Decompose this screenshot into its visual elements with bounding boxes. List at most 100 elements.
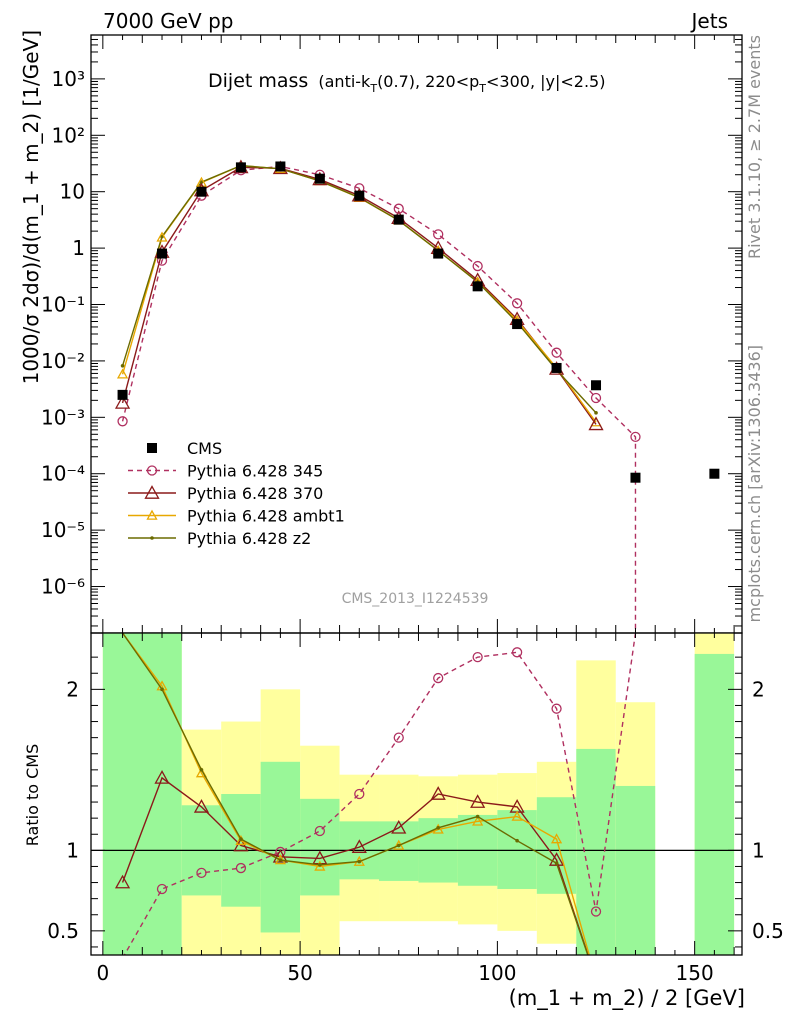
marker-pythia-6-428-z2-r6: [357, 859, 362, 864]
rivet-version-label: Rivet 3.1.10, ≥ 2.7M events: [745, 35, 764, 259]
marker-cms-5: [314, 173, 325, 184]
ratio-stat-band-11: [576, 748, 616, 955]
marker-pythia-6-428-z2-2: [199, 180, 204, 184]
marker-pythia-6-428-z2-r9: [475, 814, 480, 819]
marker-pythia-6-428-ambt1-r5: [314, 860, 326, 871]
marker-pythia-6-428-ambt1-0: [116, 368, 129, 379]
marker-pythia-6-428-z2-r7: [396, 843, 401, 848]
marker-pythia-6-428-370-r8: [430, 786, 446, 800]
marker-pythia-6-428-370-legend-2: [144, 485, 160, 499]
ratio-stat-band-9: [497, 810, 537, 889]
marker-pythia-6-428-ambt1-r9: [472, 815, 484, 826]
ratio-line-1: [121, 776, 589, 955]
chart-title-sub-t: T: [369, 82, 377, 95]
marker-cms-11: [551, 362, 562, 373]
marker-pythia-6-428-z2-r10: [515, 838, 519, 843]
legend-label-0: CMS: [187, 439, 222, 458]
marker-pythia-6-428-345-11: [551, 347, 562, 358]
marker-pythia-6-428-z2-0: [120, 363, 125, 368]
ratio-xtick-label-1: 50: [287, 961, 312, 985]
ratio-xtick-label-3: 150: [676, 961, 714, 985]
marker-cms-legend-0: [147, 443, 157, 453]
chart-title-sub-t2: T: [478, 82, 486, 95]
header-left-label: 7000 GeV pp: [103, 9, 234, 33]
header-right-label: Jets: [690, 9, 728, 33]
ratio-panel: [91, 633, 742, 955]
ratio-xtick-label-0: 0: [96, 961, 109, 985]
marker-pythia-6-428-370-r0: [114, 874, 131, 889]
marker-pythia-6-428-z2-r8: [436, 826, 441, 830]
main-ytick-label-9: 10³: [52, 67, 85, 91]
marker-pythia-6-428-ambt1-2: [195, 176, 208, 187]
marker-pythia-6-428-345-7: [393, 203, 404, 214]
marker-cms-3: [235, 162, 246, 173]
marker-pythia-6-428-345-13: [630, 431, 641, 443]
marker-pythia-6-428-345-r1: [156, 883, 168, 895]
main-line-1: [121, 165, 637, 633]
marker-cms-12: [591, 380, 602, 391]
main-y-axis-label: 1000/σ 2dσ)/d(m_1 + m_2) [1/GeV]: [19, 30, 43, 384]
marker-pythia-6-428-z2-r2: [199, 768, 204, 772]
ratio-frame: [90, 632, 743, 956]
main-ytick-label-3: 10⁻³: [41, 405, 85, 429]
legend-label-1: Pythia 6.428 345: [187, 462, 323, 481]
ratio-ytick-label-left-1: 1: [66, 838, 79, 862]
main-ytick-label-4: 10⁻²: [41, 349, 85, 373]
chart-title-cond-mid: (0.7), 220<p: [377, 72, 479, 91]
ratio-series-group: [114, 633, 637, 955]
legend-label-2: Pythia 6.428 370: [187, 484, 323, 503]
marker-pythia-6-428-ambt1-1: [156, 231, 168, 242]
chart-title: Dijet mass (anti-kT(0.7), 220<pT<300, |y…: [208, 70, 605, 95]
main-panel-axes: 10⁻⁶ 10⁻⁵ 10⁻⁴ 10⁻³ 10⁻² 10⁻¹ 1 10 10² 10³: [41, 34, 743, 634]
analysis-watermark: CMS_2013_I1224539: [342, 591, 489, 607]
main-panel: [114, 159, 720, 633]
main-line-2: [121, 166, 597, 425]
marker-pythia-6-428-z2-r3: [239, 837, 243, 841]
marker-pythia-6-428-345-r12: [590, 906, 602, 917]
marker-pythia-6-428-z2-legend-4: [150, 536, 154, 540]
main-ytick-label-5: 10⁻¹: [41, 293, 85, 317]
marker-cms-14: [709, 468, 720, 479]
marker-pythia-6-428-345-r11: [551, 703, 562, 714]
main-series-group: [114, 159, 720, 633]
ratio-xtick-label-2: 100: [478, 961, 516, 985]
marker-pythia-6-428-z2-r1: [160, 687, 164, 692]
chart-title-main: Dijet mass: [208, 70, 308, 92]
marker-pythia-6-428-345-r9: [472, 652, 483, 663]
marker-cms-1: [157, 248, 168, 259]
ratio-stat-band-12: [615, 785, 656, 955]
ratio-y-axis-label: Ratio to CMS: [23, 744, 42, 846]
marker-pythia-6-428-ambt1-r11: [550, 833, 563, 844]
ratio-ytick-label-right-1: 1: [752, 838, 765, 862]
marker-cms-2: [196, 186, 207, 197]
main-ytick-label-6: 1: [72, 236, 85, 260]
legend: CMS Pythia 6.428 345 Pythia 6.428 370 Pythi…: [128, 439, 345, 548]
marker-cms-10: [512, 319, 523, 330]
ratio-ytick-label-left-2: 2: [66, 677, 79, 701]
legend-label-4: Pythia 6.428 z2: [187, 529, 311, 548]
main-ytick-label-2: 10⁻⁴: [41, 462, 85, 486]
chart-title-cond-open: (anti-k: [318, 72, 371, 91]
marker-pythia-6-428-345-8: [433, 229, 444, 240]
marker-pythia-6-428-370-r6: [351, 839, 367, 853]
marker-cms-9: [472, 281, 483, 292]
marker-pythia-6-428-345-12: [590, 392, 602, 404]
marker-pythia-6-428-345-r10: [511, 647, 523, 658]
marker-pythia-6-428-345-0: [117, 416, 128, 427]
marker-pythia-6-428-370-0: [114, 395, 131, 409]
ratio-ytick-label-right-0: 0.5: [752, 919, 784, 943]
main-ytick-label-1: 10⁻⁵: [41, 518, 85, 542]
marker-pythia-6-428-345-10: [511, 298, 523, 309]
marker-pythia-6-428-370-r2: [193, 799, 210, 813]
ratio-stat-band-4: [300, 798, 340, 896]
ratio-stat-band-13: [694, 653, 735, 955]
marker-pythia-6-428-345-r8: [433, 672, 444, 684]
marker-pythia-6-428-345-r7: [393, 732, 404, 743]
marker-pythia-6-428-ambt1-legend-3: [146, 509, 158, 520]
marker-cms-0: [117, 389, 128, 400]
marker-pythia-6-428-z2-r4: [278, 858, 283, 862]
marker-pythia-6-428-370-12: [588, 416, 604, 431]
main-ytick-label-7: 10: [60, 180, 85, 204]
marker-pythia-6-428-ambt1-r10: [511, 810, 523, 821]
